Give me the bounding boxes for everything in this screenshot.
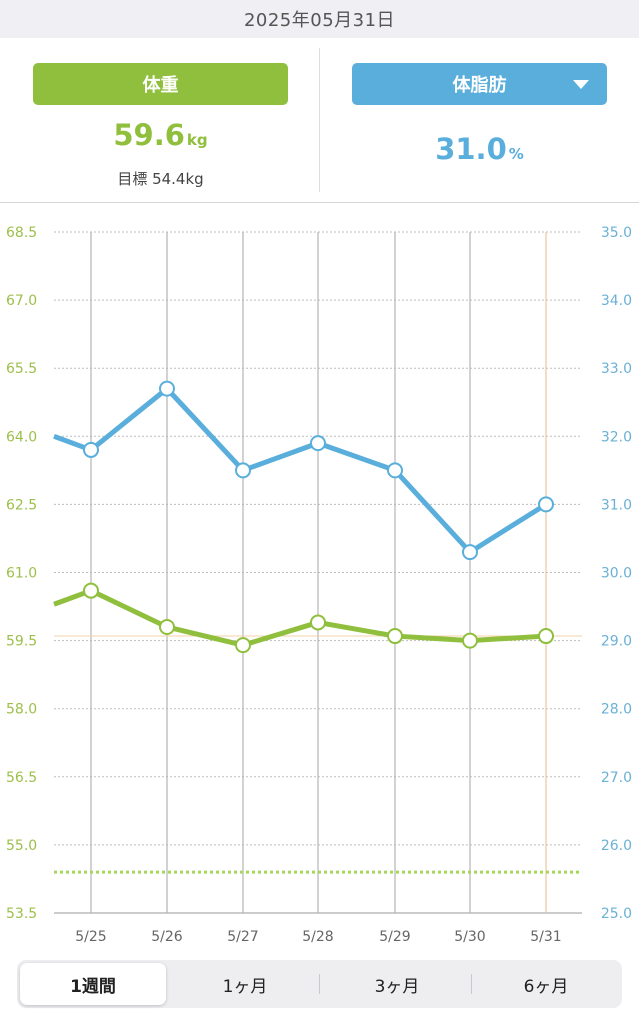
y-right-tick-label: 33.0: [601, 361, 632, 377]
period-tab-1-week[interactable]: 1週間: [20, 963, 166, 1005]
y-left-tick-label: 56.5: [6, 770, 37, 786]
period-selector: 1週間 1ヶ月 3ヶ月 6ヶ月: [17, 960, 622, 1008]
x-tick-label: 5/29: [379, 929, 410, 945]
fat-value-display: 31.0%: [352, 132, 607, 166]
y-right-tick-label: 25.0: [601, 906, 632, 922]
y-left-tick-label: 67.0: [6, 293, 37, 309]
body-fat-data-point: [159, 380, 175, 397]
fat-value: 31.0: [435, 132, 507, 166]
weight-unit: kg: [186, 131, 208, 149]
date-header: 2025年05月31日: [0, 0, 639, 38]
body-fat-dropdown[interactable]: 体脂肪: [352, 63, 607, 105]
weight-data-point: [387, 628, 403, 645]
body-fat-data-point: [462, 544, 478, 561]
x-tick-label: 5/27: [227, 929, 258, 945]
weight-series-line: [53, 588, 547, 648]
x-tick-label: 5/31: [530, 929, 561, 945]
y-right-tick-label: 30.0: [601, 566, 632, 582]
period-divider: [319, 974, 320, 994]
y-left-tick-label: 55.0: [6, 838, 37, 854]
weight-data-point: [83, 582, 99, 599]
period-divider: [471, 974, 472, 994]
weight-value-display: 59.6 kg: [33, 118, 288, 152]
weight-data-point: [159, 618, 175, 635]
x-tick-label: 5/25: [75, 929, 106, 945]
weight-button-label: 体重: [142, 75, 179, 96]
weight-data-point: [310, 614, 326, 631]
y-right-tick-label: 27.0: [601, 770, 632, 786]
period-tab-3-months[interactable]: 3ヶ月: [374, 976, 420, 997]
body-fat-button-label: 体脂肪: [452, 75, 507, 96]
summary-panel: 体重 59.6 kg 目標 54.4kg 体脂肪 31.0%: [0, 38, 639, 203]
period-tab-1-month[interactable]: 1ヶ月: [222, 976, 268, 997]
body-fat-data-point: [310, 435, 326, 452]
y-left-tick-label: 64.0: [6, 429, 37, 445]
triangle-down-icon: [573, 80, 589, 89]
y-right-tick-label: 35.0: [601, 225, 632, 241]
y-right-tick-label: 26.0: [601, 838, 632, 854]
weight-value: 59.6: [113, 118, 185, 152]
y-left-tick-label: 59.5: [6, 634, 37, 650]
weight-data-point: [235, 637, 251, 654]
x-tick-label: 5/26: [151, 929, 183, 945]
weight-data-point: [538, 628, 554, 645]
body-fat-series-line: [53, 386, 548, 555]
y-left-tick-label: 61.0: [6, 566, 37, 582]
y-left-tick-label: 62.5: [6, 497, 37, 513]
y-right-tick-label: 28.0: [601, 702, 632, 718]
x-tick-label: 5/30: [454, 929, 485, 945]
y-right-tick-label: 34.0: [601, 293, 632, 309]
goal-weight: 目標 54.4kg: [117, 170, 204, 188]
period-tab-6-months[interactable]: 6ヶ月: [523, 976, 569, 997]
y-left-tick-label: 58.0: [6, 702, 37, 718]
body-fat-data-point: [235, 462, 251, 479]
y-left-tick-label: 68.5: [6, 225, 37, 241]
body-fat-data-point: [387, 462, 403, 479]
y-right-tick-label: 32.0: [601, 429, 632, 445]
body-fat-data-point: [83, 441, 99, 458]
trend-chart[interactable]: 68.5 35.0 67.0 34.0 65.5 33.0 64.0 32.0 62.5 31.0…: [0, 203, 639, 955]
y-right-tick-label: 29.0: [601, 634, 632, 650]
weight-button[interactable]: 体重: [33, 63, 288, 105]
y-left-tick-label: 53.5: [6, 906, 37, 922]
summary-divider: [319, 48, 320, 192]
weight-data-point: [462, 632, 478, 649]
date-label: 2025年05月31日: [243, 10, 396, 31]
x-tick-label: 5/28: [302, 929, 333, 945]
y-right-tick-label: 31.0: [601, 497, 632, 513]
fat-unit: %: [508, 145, 524, 163]
body-fat-data-point: [538, 496, 554, 513]
y-left-tick-label: 65.5: [6, 361, 37, 377]
